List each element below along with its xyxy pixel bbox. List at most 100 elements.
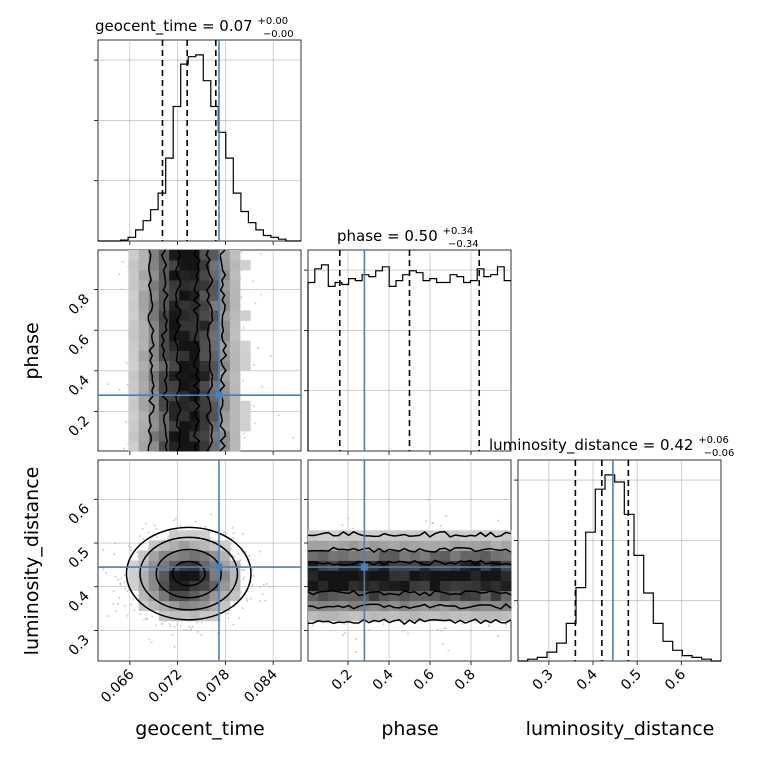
density-cell [480, 570, 492, 581]
density-cell [209, 580, 221, 591]
scatter-point [123, 581, 126, 584]
density-cell [138, 430, 150, 442]
density-cell [229, 260, 241, 271]
density-cell [169, 430, 180, 442]
density-cell [158, 400, 170, 412]
density-cell [169, 310, 180, 321]
density-cell [229, 320, 241, 331]
density-cell [318, 580, 329, 591]
scatter-point [441, 642, 444, 645]
scatter-point [227, 612, 229, 615]
density-cell [328, 590, 339, 602]
density-cell [328, 550, 339, 561]
scatter-point [261, 592, 264, 595]
scatter-point [225, 532, 228, 535]
scatter-point [179, 524, 182, 527]
density-cell [490, 610, 502, 622]
density-cell [219, 280, 231, 291]
density-cell [158, 580, 170, 591]
scatter-point [168, 623, 171, 625]
density-cell [189, 600, 200, 612]
density-cell [189, 550, 200, 561]
density-cell [328, 600, 339, 612]
density-cell [219, 420, 231, 432]
density-cell [179, 250, 190, 261]
density-cell [179, 320, 190, 331]
density-cell [148, 590, 160, 602]
density-cell [158, 570, 170, 581]
scatter-point [232, 532, 235, 534]
scatter-point [209, 537, 212, 539]
density-cell [229, 370, 241, 381]
scatter-point [189, 627, 192, 630]
density-cell [138, 370, 150, 381]
density-cell [179, 610, 190, 622]
density-cell [399, 550, 410, 561]
density-cell [138, 250, 150, 261]
density-cell [128, 360, 139, 372]
density-cell [138, 330, 150, 341]
density-cell [209, 250, 221, 261]
density-cell [338, 530, 349, 541]
density-cell [179, 410, 190, 422]
density-cell [169, 570, 180, 581]
density-cell [158, 600, 170, 612]
scatter-point [259, 550, 262, 553]
scatter-point [148, 638, 151, 641]
density-cell [379, 570, 390, 581]
density-cell [229, 250, 241, 261]
density-cell [128, 370, 139, 381]
scatter-point [141, 538, 144, 540]
density-cell [348, 560, 360, 571]
density-cell [138, 400, 150, 412]
density-cell [128, 400, 139, 412]
scatter-point [196, 631, 199, 633]
density-cell [338, 540, 349, 551]
density-cell [318, 610, 329, 622]
density-cell [128, 290, 139, 301]
density-cell [128, 410, 139, 422]
density-cell [460, 600, 471, 612]
contour-line [307, 530, 512, 538]
density-cell [138, 270, 150, 281]
scatter-point [254, 302, 257, 305]
scatter-point [112, 602, 115, 605]
density-cell [199, 420, 210, 432]
density-cell [409, 610, 420, 622]
density-cell [138, 280, 150, 291]
scatter-point [126, 590, 129, 593]
scatter-point [355, 650, 358, 653]
density-cell [148, 330, 160, 341]
density-cell [460, 530, 471, 541]
density-cell [229, 400, 241, 412]
density-cell [189, 300, 200, 311]
density-cell [169, 370, 180, 381]
density-cell [229, 430, 241, 442]
density-cell [158, 330, 170, 341]
density-cell [439, 560, 451, 571]
ylabel-phase: phase [21, 322, 43, 379]
scatter-point [407, 632, 409, 635]
density-cell [189, 290, 200, 301]
density-cell [389, 590, 400, 602]
density-cell [189, 420, 200, 432]
density-cell [158, 350, 170, 361]
density-cell [308, 580, 319, 591]
density-cell [199, 280, 210, 291]
density-cell [138, 580, 150, 591]
density-cell [179, 400, 190, 412]
density-cell [138, 550, 150, 561]
density-cell [148, 280, 160, 291]
scatter-point [117, 578, 120, 581]
density-cell [368, 540, 380, 551]
density-cell [189, 580, 200, 591]
density-cell [169, 600, 180, 612]
scatter-point [249, 597, 252, 600]
density-cell [318, 600, 329, 612]
density-cell [128, 250, 139, 261]
scatter-point [251, 584, 254, 587]
density-cell [189, 320, 200, 331]
density-cell [158, 260, 170, 271]
density-cell [199, 290, 210, 301]
density-cell [179, 590, 190, 602]
